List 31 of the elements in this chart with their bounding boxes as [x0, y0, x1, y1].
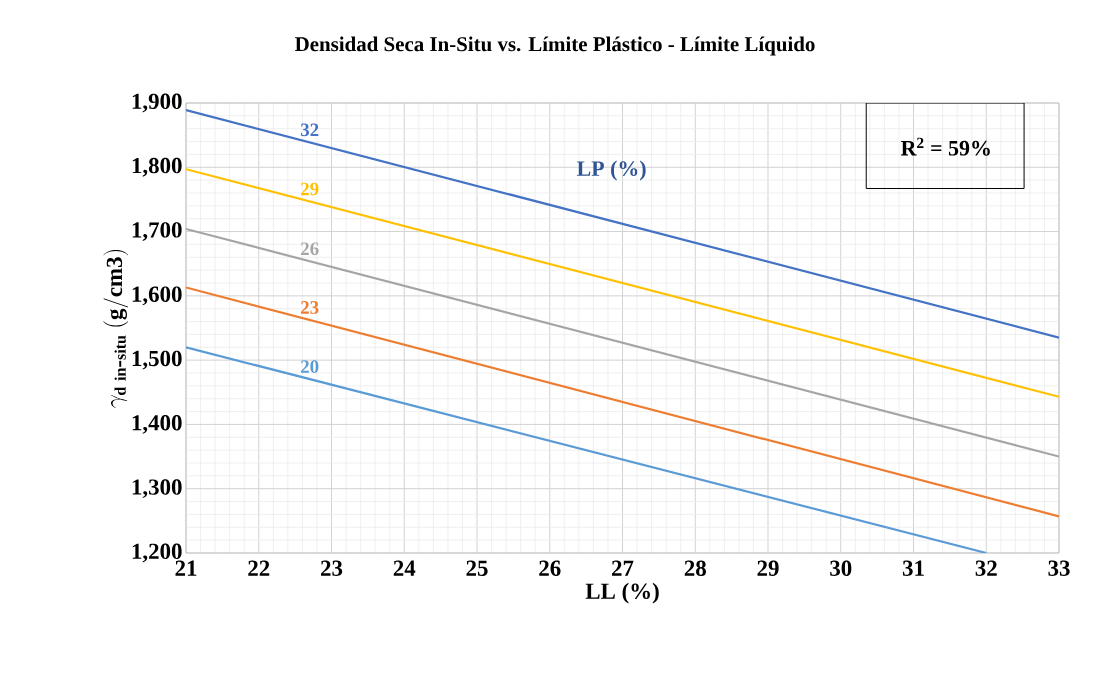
x-tick-label: 27 — [612, 560, 634, 576]
series-label: 32 — [300, 123, 319, 137]
series-label: 20 — [301, 360, 319, 373]
x-tick-label: 32 — [975, 560, 997, 576]
y-tick-label: 1,400 — [132, 415, 182, 434]
series-label: 29 — [301, 182, 319, 196]
x-tick-label: 21 — [175, 560, 197, 576]
y-tick-label: 1,200 — [132, 543, 182, 563]
x-tick-label: 29 — [757, 560, 779, 576]
x-tick-label: 33 — [1048, 560, 1070, 576]
y-tick-label: 1,900 — [132, 93, 182, 113]
y-tick-label: 1,300 — [132, 479, 182, 499]
annotation: LP (%) — [576, 160, 646, 181]
series-label: 23 — [301, 301, 319, 314]
y-tick-label: 1,700 — [132, 222, 182, 241]
y-tick-label: 1,500 — [132, 350, 182, 370]
y-axis-title: $\gamma_{\mathbf{d\ in\mbox{-}situ}}\ \mathbf{(g/cm3)}$ — [103, 249, 129, 408]
x-tick-label: 26 — [539, 560, 561, 576]
x-axis-title: LL (%) — [585, 582, 659, 604]
x-tick-label: 23 — [321, 560, 343, 576]
y-tick-label: 1,600 — [132, 286, 182, 306]
x-tick-label: 31 — [902, 560, 924, 576]
x-tick-label: 25 — [466, 560, 488, 576]
series-label: 26 — [301, 242, 319, 256]
x-tick-label: 30 — [830, 560, 852, 576]
x-tick-label: 22 — [248, 560, 270, 576]
annotation: R$^{2}$ = 59% — [900, 137, 990, 156]
y-tick-label: 1,800 — [132, 157, 182, 177]
chart-title: Densidad Seca In-Situ vs. Límite Plástico - Límite Líquido — [295, 36, 815, 56]
x-tick-label: 28 — [684, 560, 706, 576]
x-tick-label: 24 — [393, 560, 416, 576]
